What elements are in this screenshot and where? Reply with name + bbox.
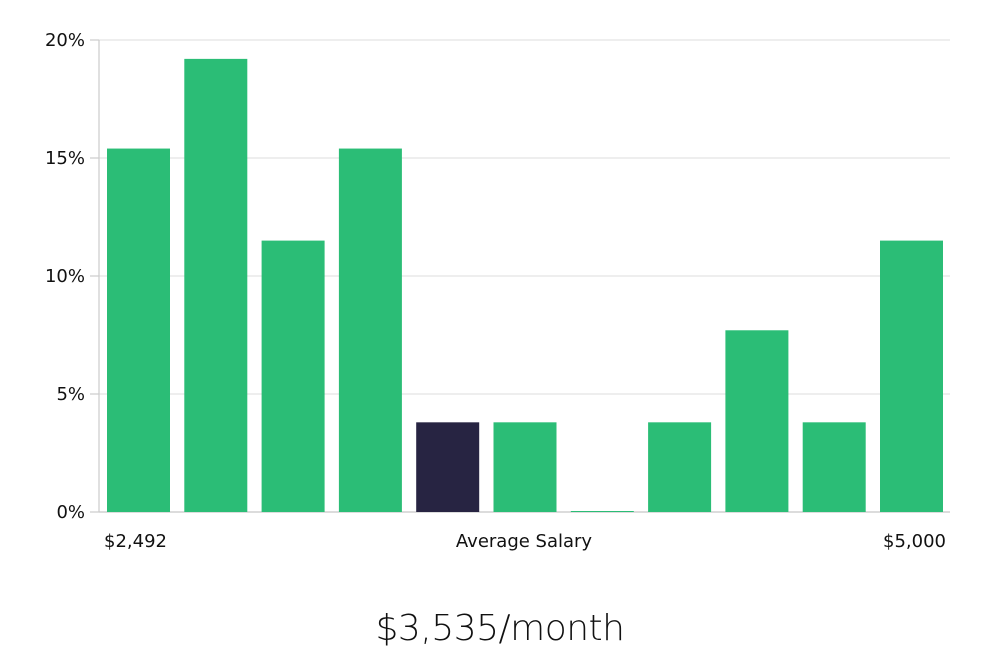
bar (802, 422, 866, 512)
bars (107, 58, 943, 512)
bar (880, 240, 943, 512)
y-tick-label: 5% (56, 384, 85, 405)
average-salary-headline: $3,535/month (375, 608, 625, 649)
x-axis-title: Average Salary (456, 531, 593, 552)
y-tick-label: 20% (45, 30, 85, 51)
y-tick-label: 10% (45, 266, 85, 287)
bar (184, 58, 248, 512)
bar (648, 422, 712, 512)
bar (570, 511, 634, 512)
bar (725, 330, 789, 512)
bar (261, 240, 325, 512)
x-max-label: $5,000 (883, 531, 946, 552)
bar-average-highlight (416, 422, 480, 512)
y-tick-label: 15% (45, 148, 85, 169)
y-tick-labels: 0% 5% 10% 15% 20% (45, 30, 85, 523)
bar (493, 422, 557, 512)
bar (107, 148, 170, 512)
y-tick-label: 0% (56, 502, 85, 523)
x-min-label: $2,492 (104, 531, 167, 552)
bar (338, 148, 402, 512)
